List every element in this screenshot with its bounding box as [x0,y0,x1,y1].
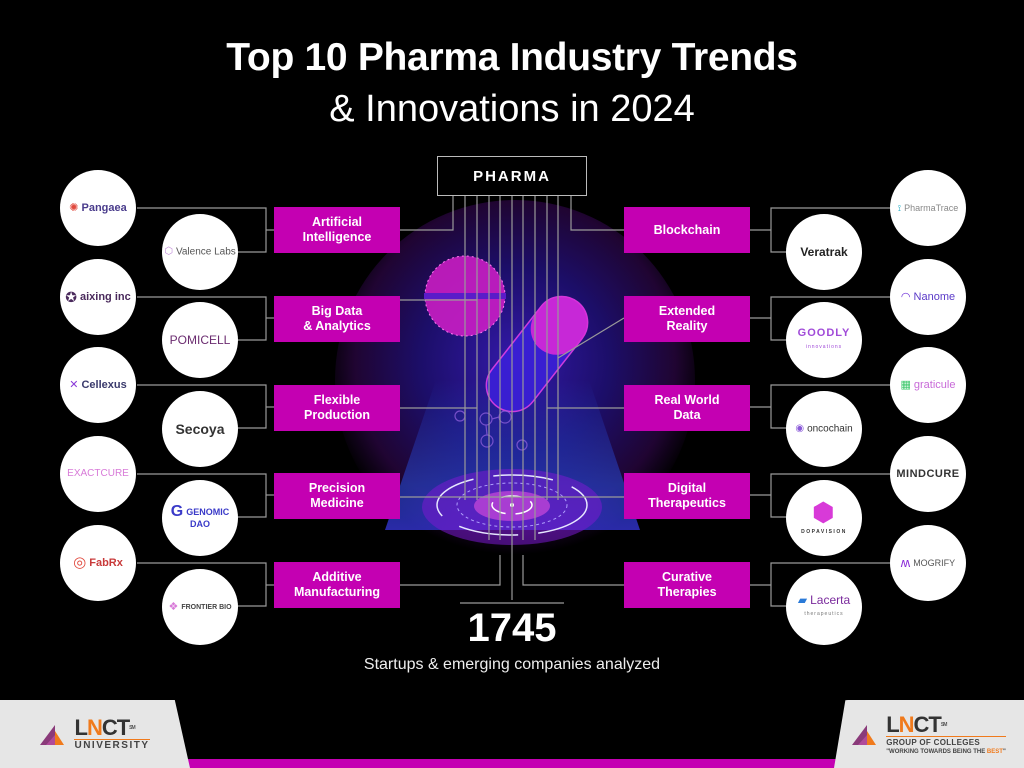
trend-real-world-data[interactable]: Real World Data [624,385,750,431]
trend-flexible-production[interactable]: Flexible Production [274,385,400,431]
lnct-triangle-logo-icon [852,725,877,745]
startup-logo-mogrify[interactable]: ʍ MOGRIFY [890,525,966,601]
trend-label-line1: Digital [667,481,707,495]
title-line-1: Top 10 Pharma Industry Trends [226,36,798,79]
title-line-2: & Innovations in 2024 [329,88,695,130]
lnct-group-badge: LNCTSM GROUP OF COLLEGES "WORKING TOWARD… [834,700,1024,768]
trend-label-line2: Therapeutics [648,496,726,510]
trend-label-line2: Medicine [310,496,364,510]
trend-label-line1: Flexible [313,393,361,407]
startup-logo-goodly[interactable]: GOODLY innovations [786,302,862,378]
startup-logo-nanome[interactable]: ◠ Nanome [890,259,966,335]
g-logo-icon: G [170,503,184,521]
lnct-wordmark: LNCTSM [886,711,947,737]
startup-logo-fabrx[interactable]: ◎ FabRx [60,525,136,601]
cells-logo-icon: ❖ [168,600,179,613]
trend-label-line1: Artificial [311,215,362,229]
lnct-tagline: "WORKING TOWARDS BEING THE BEST" [886,748,1006,755]
lnct-wordmark: LNCTSM [74,714,135,740]
startup-logo-aixing[interactable]: ✪ aixing inc [60,259,136,335]
startup-logo-pomicell[interactable]: POMICELL [162,302,238,378]
trend-label-line2: Manufacturing [293,585,381,599]
startup-logo-secoya[interactable]: Secoya [162,391,238,467]
startup-logo-oncochain[interactable]: ◉ oncochain [786,391,862,467]
pharma-hub-box: PHARMA [437,156,587,196]
lnct-university-label: UNIVERSITY [74,738,150,751]
lnct-group-label: GROUP OF COLLEGES [886,735,1006,749]
trend-blockchain[interactable]: Blockchain [624,207,750,253]
trend-label-line2: Intelligence [302,230,372,244]
trend-label-line1: Extended [658,304,716,318]
startup-logo-pharmatrace[interactable]: ⟟ PharmaTrace [890,170,966,246]
trend-precision-medicine[interactable]: Precision Medicine [274,473,400,519]
startup-logo-frontier-bio[interactable]: ❖ FRONTIER BIO [162,569,238,645]
startup-count: 1745 [467,606,557,650]
trend-label-line1: Curative [661,570,713,584]
trend-artificial-intelligence[interactable]: Artificial Intelligence [274,207,400,253]
startup-logo-exactcure[interactable]: EXACTCURE [60,436,136,512]
lizard-logo-icon: ▰ [797,593,808,608]
trend-label-line2: Reality [666,319,708,333]
circle-logo-icon: ◉ [795,422,805,434]
trend-extended-reality[interactable]: Extended Reality [624,296,750,342]
square-logo-icon: ▦ [900,379,911,392]
trend-label-line1: Big Data [311,304,363,318]
connector-lines [137,196,890,607]
trend-label-line1: Additive [312,570,362,584]
hexagon-logo-icon: ⬢ [811,497,837,527]
trend-label-line2: Data [673,408,701,422]
hexagon-logo-icon: ⬡ [164,245,173,257]
molecule-icon [454,410,528,451]
trend-label-line2: Therapies [657,585,717,599]
trend-label-line2: & Analytics [303,319,371,333]
trend-digital-therapeutics[interactable]: Digital Therapeutics [624,473,750,519]
trend-label-line2: Production [304,408,370,422]
lnct-triangle-logo-icon [40,725,65,745]
swirl-logo-icon: ✺ [69,202,79,215]
trace-logo-icon: ⟟ [897,203,902,214]
footer-accent-bar [0,759,1024,768]
ring-logo-icon: ◎ [73,554,87,572]
trend-label-line1: Real World [654,393,720,407]
startup-logo-valence-labs[interactable]: ⬡ Valence Labs [162,214,238,290]
startup-logo-cellexus[interactable]: ✕ Cellexus [60,347,136,423]
star-logo-icon: ✪ [65,289,77,306]
startup-logo-veratrak[interactable]: Veratrak [786,214,862,290]
lnct-university-badge: LNCTSM UNIVERSITY [0,700,190,768]
startup-logo-genomic-dao[interactable]: G GENOMIC DAO [162,480,238,556]
arch-logo-icon: ◠ [900,291,911,304]
trend-label-line1: Precision [308,481,366,495]
startup-logo-pangaea[interactable]: ✺ Pangaea [60,170,136,246]
x-logo-icon: ✕ [69,379,79,392]
startup-logo-lacerta[interactable]: ▰ Lacerta therapeutics [786,569,862,645]
startup-logo-mindcure[interactable]: MINDCURE [890,436,966,512]
trend-big-data-analytics[interactable]: Big Data & Analytics [274,296,400,342]
trend-curative-therapies[interactable]: Curative Therapies [624,562,750,608]
startup-count-caption: Startups & emerging companies analyzed [363,656,661,673]
trend-additive-manufacturing[interactable]: Additive Manufacturing [274,562,400,608]
trend-label-line1: Blockchain [653,222,721,237]
startup-logo-dopavision[interactable]: ⬢ DOPAVISION [786,480,862,556]
startup-logo-graticule[interactable]: ▦ graticule [890,347,966,423]
m-logo-icon: ʍ [900,555,911,571]
